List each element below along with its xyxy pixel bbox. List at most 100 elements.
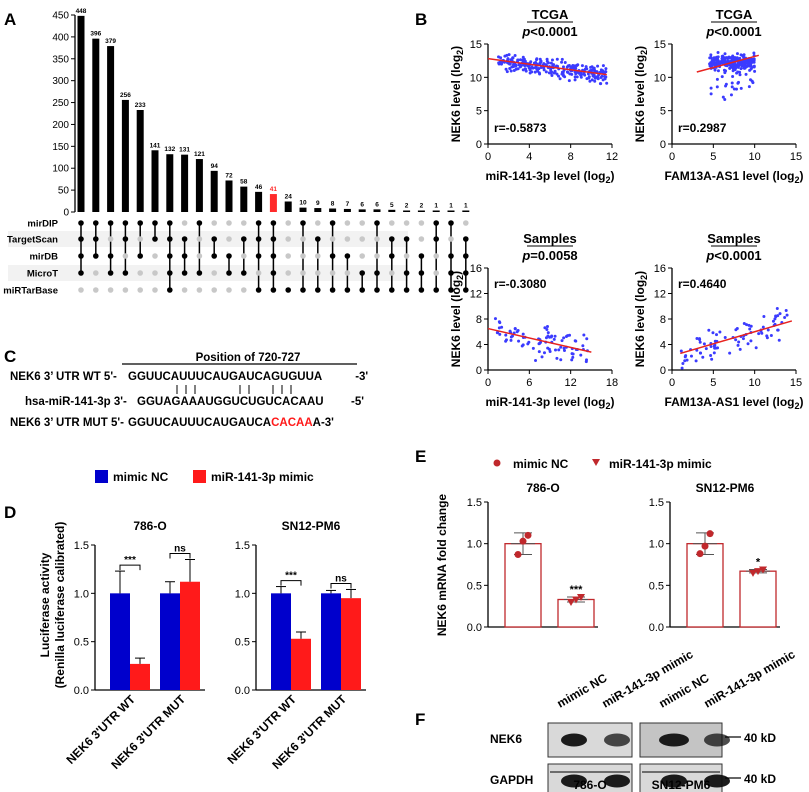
a-matrix-dot-active [285,287,292,293]
b-fit-line [680,320,793,355]
b-point [709,53,713,57]
b-point [599,75,603,79]
e-point [519,537,527,545]
b-point [562,348,566,352]
b-pvalue: p<0.0001 [521,24,577,39]
b-point [536,69,540,73]
b-point [738,347,742,351]
b-point [573,339,577,343]
b-point [598,82,602,86]
b-point [572,64,576,68]
b-point [746,342,750,346]
b-point [736,81,740,85]
a-matrix-dot-active [122,236,129,242]
b-point [591,74,595,78]
a-matrix-dot-active [300,287,306,293]
b-point [752,64,756,68]
b-y-tick-label: 15 [470,39,482,51]
b-point [519,58,523,62]
b-point [783,316,787,320]
b-point [549,61,553,65]
b-point [571,355,575,359]
a-matrix-dot [433,270,440,276]
a-matrix-dot [285,253,292,259]
b-point [580,72,584,76]
b-point [709,86,713,90]
b-point [547,71,551,75]
b-point [710,357,714,361]
b-point [495,331,499,335]
d-y-tick-label: 1.0 [235,588,250,600]
b-point [521,332,525,336]
a-y-tick-label: 350 [52,54,69,65]
a-bar-label: 2 [420,203,424,210]
b-point [773,317,777,321]
b-point [778,312,782,316]
b-x-label: miR-141-3p level (log2) [485,395,614,411]
b-point [596,64,600,68]
b-point [523,67,527,71]
a-matrix-dot [448,236,454,242]
a-bar [314,208,322,212]
a-matrix-dot-active [152,220,158,226]
a-matrix-dot-active [93,253,99,259]
b-point [709,354,713,358]
f-marker-label: 40 kD [744,772,776,786]
a-matrix-dot [300,270,306,276]
b-point [737,340,741,344]
a-bar-label: 94 [211,163,219,170]
e-point [514,551,522,558]
a-matrix-dot [107,236,114,242]
a-matrix-dot-active [137,220,143,226]
b-point [732,87,736,91]
a-matrix-dot-active [211,253,217,259]
e-point [524,531,532,539]
b-point [550,58,554,62]
b-point [586,72,590,76]
b-x-tick-label: 18 [606,377,618,389]
b-x-tick-label: 15 [790,151,802,163]
b-point [752,51,756,55]
b-point [513,53,517,57]
b-y-tick-label: 10 [654,72,666,84]
b-point [561,72,565,76]
b-point [540,355,544,359]
b-pvalue: p<0.0001 [705,248,761,263]
b-x-label: FAM13A-AS1 level (log2) [664,395,803,411]
b-point [713,346,717,350]
b-point [571,352,575,356]
a-matrix-dot-active [374,220,380,226]
a-bar [255,191,263,212]
b-x-tick-label: 8 [568,151,574,163]
b-point [590,78,594,82]
b-point [695,336,699,340]
f-row-label: GAPDH [490,773,533,787]
b-point [604,67,608,71]
a-bar [136,109,144,212]
a-bar-label: 141 [150,142,161,149]
b-fit-line [696,54,759,73]
a-matrix-dot-active [107,253,114,259]
a-bar [432,210,440,212]
a-matrix-dot [403,220,410,226]
a-matrix-dot [315,270,321,276]
b-point [555,356,559,360]
b-point [742,55,746,59]
a-matrix-dot-active [374,287,380,293]
a-matrix-dot-active [167,236,173,242]
b-y-tick-label: 10 [470,72,482,84]
b-point [680,366,684,370]
a-bar-label: 2 [405,203,409,210]
b-point [747,323,751,327]
a-row-band [8,265,408,281]
b-point [526,342,530,346]
a-matrix-dot-active [329,253,336,259]
a-matrix-dot-active [344,287,351,293]
b-point [509,69,513,73]
b-point [712,351,716,355]
b-point [716,60,720,64]
a-matrix-dot [78,287,84,293]
b-point [561,70,565,74]
a-matrix-dot-active [403,287,410,293]
mir-end: -5' [351,396,364,408]
